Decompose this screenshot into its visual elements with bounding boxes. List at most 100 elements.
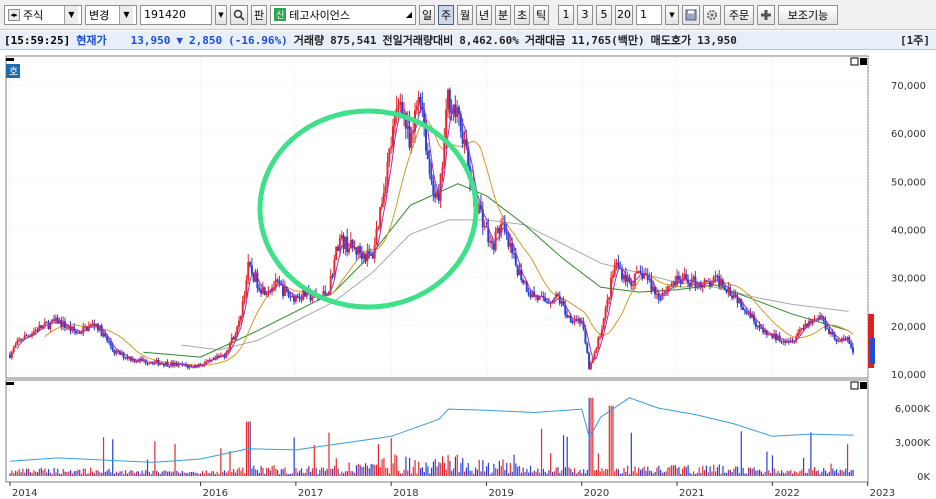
volume-bar [623,467,625,476]
settings-button[interactable] [703,4,721,25]
period-minute[interactable]: 분 [495,4,511,25]
volume-bar [227,470,229,476]
candle-body [547,302,550,304]
candle-body [21,339,24,341]
volume-bar [31,472,33,476]
prev-volume-ratio-value: 8,462.60% [459,33,519,47]
volume-bar [722,465,724,476]
volume-bar [834,471,836,476]
period-tick[interactable]: 틱 [533,4,549,25]
stock-code-input[interactable]: 191420 [140,4,212,25]
volume-bar [200,473,202,476]
count-dropdown-button[interactable]: ▼ [665,4,679,25]
period-year[interactable]: 년 [476,4,492,25]
stock-chart[interactable]: 호 70,000 60,000 50,000 40,000 30,000 20,000 10… [0,52,936,499]
change-label: 변경 [89,8,110,22]
minute-option-5[interactable]: 5 [596,4,612,25]
volume-bar [148,471,150,476]
volume-bar [617,469,620,476]
period-day[interactable]: 일 [419,4,435,25]
period-second[interactable]: 초 [514,4,530,25]
volume-bar [278,474,281,476]
save-button[interactable] [682,4,700,25]
stock-code-value: 191420 [144,8,186,21]
candle-body [800,328,803,330]
panel-close-icon[interactable] [860,58,867,65]
volume-bar [661,472,664,476]
candle-body [366,251,369,262]
candle-body [287,290,290,297]
volume-bar [663,472,665,476]
candle-body [291,295,294,298]
count-input[interactable]: 1 [636,4,662,25]
volume-bar [614,471,616,476]
period-month[interactable]: 월 [457,4,473,25]
volume-bar [273,465,275,476]
volume-bar [557,467,559,476]
volume-panel-maximize-icon[interactable] [850,381,859,390]
volume-bar [57,468,59,476]
panel-minimize-icon[interactable] [6,58,14,61]
volume-bar [178,472,180,476]
volume-bar [152,470,154,476]
volume-bar [427,466,429,476]
volume-panel-close-icon[interactable] [860,382,867,389]
volume-bar [696,472,698,476]
candle-body [463,139,466,144]
candle-body [82,327,85,333]
candle-body [481,209,484,228]
volume-bar [680,474,682,476]
candle-body [10,351,13,358]
candle-body [111,346,114,351]
volume-bar [121,471,123,476]
code-dropdown-button[interactable]: ▼ [215,4,227,25]
volume-panel-minimize-icon[interactable] [6,382,14,385]
candle-body [648,278,651,281]
volume-bar [779,473,781,476]
pan-button[interactable]: 판 [251,4,267,25]
candle-body [742,307,745,310]
add-indicator-button[interactable] [757,4,775,25]
aux-function-button[interactable]: 보조기능 [778,4,838,25]
volume-bar [113,473,116,476]
minute-option-1[interactable]: 1 [558,4,574,25]
candle-body [727,287,730,293]
candle-body [679,279,682,284]
volume-bar [126,473,128,476]
candle-body [655,293,658,295]
order-button[interactable]: 주문 [724,4,754,25]
volume-bar [220,448,222,476]
candle-body [736,296,739,304]
volume-bar [201,471,204,476]
volume-bar [843,471,845,476]
volume-bar [438,462,440,476]
volume-bar [101,472,103,476]
candle-body [454,104,457,118]
minute-option-3[interactable]: 3 [577,4,593,25]
candle-body [796,333,799,337]
panel-maximize-icon[interactable] [850,57,859,66]
volume-bar [694,474,697,476]
volume-bar [650,470,653,476]
market-type-select[interactable]: ◂▸ 주식 ▼ [4,4,82,25]
candle-body [80,332,83,334]
minute-option-20[interactable]: 20 [615,4,633,25]
volume-bar [638,467,640,476]
period-week[interactable]: 주 [438,4,454,25]
candle-body [76,332,79,334]
volume-bar [256,469,259,476]
search-button[interactable] [230,4,248,25]
price-type-badge[interactable] [6,64,20,78]
candle-body [348,248,351,253]
change-select[interactable]: 변경 ▼ [85,4,137,25]
volume-bar [507,473,510,476]
candle-body [62,321,65,327]
volume-bar [841,470,843,476]
volume-bar [568,467,570,476]
volume-bar [669,466,671,476]
candle-body [410,132,413,148]
candle-body [694,276,697,287]
stock-name-field[interactable]: 신 테고사이언스 ◢ [270,4,416,25]
candle-body [758,325,761,328]
candle-body [276,279,279,281]
